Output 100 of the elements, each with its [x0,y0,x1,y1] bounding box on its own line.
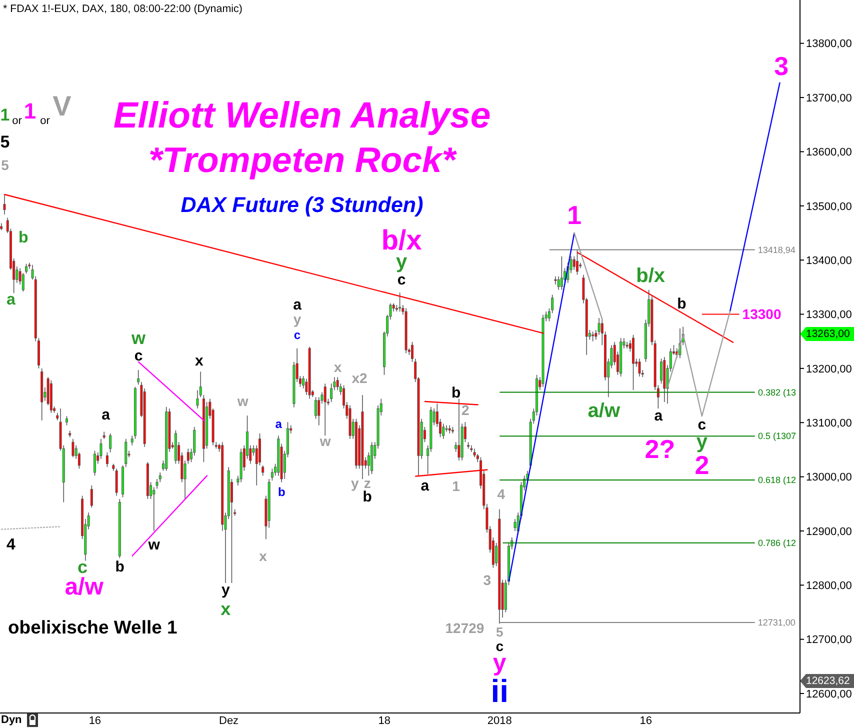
ref-line-label: 13300 [742,306,782,322]
annotation: 4 [6,536,16,554]
annotation: 5 [496,624,504,640]
candlestick [557,276,560,290]
annotation: 2 [461,402,470,418]
annotation: 3 [483,572,492,588]
annotation: 1 [24,98,36,124]
candlestick [109,433,112,453]
text: Dyn [1,714,22,726]
candlestick [72,438,74,458]
annotation: c [397,272,406,288]
candlestick [560,256,563,290]
candlestick [156,478,158,490]
ref-line-label: 12731,00 [758,618,796,628]
x-tick-label: 16 [640,714,652,727]
annotation: w [236,393,248,409]
y-tick-label: 12900,00 [806,526,852,538]
annotation: 5 [0,132,10,152]
candlestick [152,486,156,532]
candlestick [115,468,118,496]
candlestick [626,341,628,349]
text: Elliott Wellen Analyse [113,94,491,136]
candlestick [398,292,402,312]
annotation: a [6,292,16,308]
candlestick [554,276,557,285]
text: 12623,62 [806,675,850,687]
candlestick [270,468,274,481]
candlestick [106,452,108,468]
annotation: 0.5 (1307 [758,431,796,442]
y-tick-label: 13300,00 [806,309,852,322]
annotation: a [293,296,302,314]
line-series [667,310,731,417]
x-tick-label: 2018 [487,714,512,727]
annotation: or [12,115,22,127]
annotation: 5 [1,157,10,173]
annotation: w [130,328,147,348]
annotation: 0.786 (12 [758,538,796,548]
annotation: a [275,417,282,431]
annotation: x [259,548,268,564]
candlestick [442,423,445,440]
annotation: y [293,311,302,327]
annotation: * FDAX 1!-EUX, DAX, 180, 08:00-22:00 (Dynamic) [3,3,242,15]
y-tick-label: 12800,00 [806,580,852,592]
annotation: x2 [352,370,368,386]
candlestick [65,416,68,426]
candlestick [314,396,318,420]
candlestick [262,465,264,476]
y-tick-label: 13600,00 [806,146,852,159]
y-tick-label: 13700,00 [806,92,852,104]
annotation: b [18,230,28,246]
annotation: b [451,384,461,402]
annotation: 1 [0,106,10,124]
x-tick-label: 16 [88,714,102,727]
annotation: 1 [567,200,582,230]
annotation: a/w [588,400,620,422]
annotation: c [496,638,504,654]
annotation: V [52,90,72,122]
y-tick-label: 13200,00 [806,363,852,376]
x-tick-label: Dez [219,714,239,727]
annotation: a [654,408,664,424]
annotation: y [696,431,708,453]
annotation: b [115,558,124,576]
annotation: b [677,296,686,312]
annotation: y [222,582,231,598]
annotation: 3 [774,51,789,81]
annotation: 4 [497,486,506,502]
annotation: y [350,475,359,491]
text: 13263,00 [806,328,850,340]
annotation: b/x [636,265,666,287]
y-tick-label: 12700,00 [806,634,852,646]
candlestick [196,390,199,409]
candlestick [592,331,594,342]
annotation: w [147,536,160,554]
candlestick [318,396,320,426]
annotation: 2? [644,434,676,464]
annotation: c [698,416,706,434]
annotation: 1 [452,478,460,494]
annotation: z [364,475,371,491]
y-tick-label: 13400,00 [806,254,852,267]
annotation: x [220,599,231,619]
annotation: 12729 [445,620,484,636]
y-tick-label: 12600,00 [806,688,852,700]
text: *Trompeten Rock* [148,140,458,180]
annotation: a [102,406,111,424]
annotation: x [334,359,342,375]
candlestick [94,450,96,476]
y-tick-label: 13000,00 [806,472,852,484]
annotation: obelixische Welle 1 [8,616,178,638]
y-tick-label: 13100,00 [806,418,852,430]
candlestick [324,383,326,436]
annotation: b [362,488,372,506]
candlestick [514,518,516,532]
annotation: or [40,115,50,127]
annotation: c [134,348,143,364]
candlestick [25,263,28,274]
y-tick-label: 13800,00 [806,38,852,50]
candlestick [638,358,641,377]
annotation: 0.618 (12 [758,475,796,486]
annotation: w [318,433,331,449]
annotation: 0.382 (13 [758,387,796,398]
